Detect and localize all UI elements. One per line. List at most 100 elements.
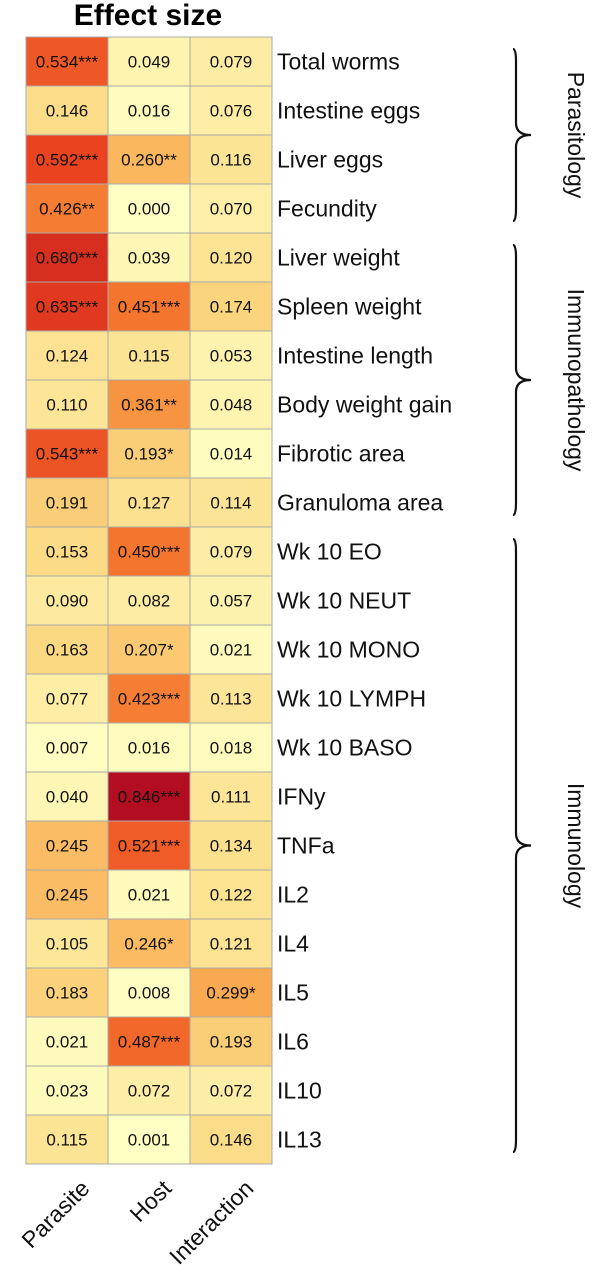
group-brackets: Parasitology Immunopathology Immunology: [512, 47, 589, 1154]
cell-value-il2-host: 0.021: [128, 886, 171, 905]
heatmap-cell-wk-10-baso-parasite: [25, 722, 109, 773]
row-label-total-worms: Total worms: [277, 49, 400, 75]
cell-value-tnfa-parasite: 0.245: [46, 837, 89, 856]
row-labels: Total worms Intestine eggs Liver eggs Fecun…: [277, 49, 452, 1153]
cell-value-liver-weight-parasite: 0.680***: [36, 249, 99, 268]
heatmap-cell-wk-10-mono-interaction: [189, 624, 273, 675]
cell-value-wk-10-lymph-host: 0.423***: [118, 690, 181, 709]
row-label-wk-10-lymph: Wk 10 LYMPH: [277, 686, 426, 712]
cell-value-liver-weight-host: 0.039: [128, 249, 171, 268]
heatmap-cell-wk-10-baso-interaction: [189, 722, 273, 773]
heatmap-cell-total-worms-interaction: [189, 36, 273, 87]
row-label-wk-10-baso: Wk 10 BASO: [277, 735, 412, 761]
cell-value-il4-host: 0.246*: [124, 935, 174, 954]
cell-value-wk-10-lymph-interaction: 0.113: [210, 690, 251, 709]
cell-value-spleen-weight-interaction: 0.174: [210, 298, 253, 317]
heatmap-cell-liver-eggs-host: [107, 134, 191, 185]
heatmap-cell-il10-parasite: [25, 1065, 109, 1116]
cell-value-spleen-weight-parasite: 0.635***: [36, 298, 99, 317]
cell-value-total-worms-interaction: 0.079: [210, 53, 253, 72]
row-label-tnfa: TNFa: [277, 833, 335, 859]
cell-value-wk-10-neut-parasite: 0.090: [46, 592, 89, 611]
cell-value-wk-10-eo-host: 0.450***: [118, 543, 181, 562]
cell-value-liver-eggs-host: 0.260**: [121, 151, 177, 170]
row-label-ifny: IFNy: [277, 784, 326, 810]
heatmap-cell-tnfa-interaction: [189, 820, 273, 871]
heatmap-cell-intestine-length-interaction: [189, 330, 273, 381]
chart-title: Effect size: [74, 0, 222, 32]
heatmap-cell-wk-10-eo-parasite: [25, 526, 109, 577]
row-label-il6: IL6: [277, 1029, 309, 1055]
cell-value-liver-eggs-interaction: 0.116: [210, 151, 251, 170]
heatmap-cell-body-weight-gain-host: [107, 379, 191, 430]
heatmap-cell-wk-10-mono-parasite: [25, 624, 109, 675]
row-label-intestine-length: Intestine length: [277, 343, 433, 369]
cell-value-fecundity-interaction: 0.070: [210, 200, 253, 219]
cell-value-wk-10-baso-interaction: 0.018: [210, 739, 253, 758]
cell-value-wk-10-mono-host: 0.207*: [124, 641, 174, 660]
heatmap-cell-il13-host: [107, 1114, 191, 1165]
heatmap-cell-il13-parasite: [25, 1114, 109, 1165]
cell-value-il6-parasite: 0.021: [46, 1033, 89, 1052]
row-label-wk-10-eo: Wk 10 EO: [277, 539, 382, 565]
heatmap-cell-ifny-interaction: [189, 771, 273, 822]
heatmap-cell-liver-weight-host: [107, 232, 191, 283]
row-label-il10: IL10: [277, 1078, 322, 1104]
heatmap-cell-il4-host: [107, 918, 191, 969]
column-label-host: Host: [125, 1175, 177, 1227]
column-label-parasite: Parasite: [16, 1175, 94, 1253]
row-label-wk-10-neut: Wk 10 NEUT: [277, 588, 411, 614]
cell-value-il5-interaction: 0.299*: [206, 984, 256, 1003]
heatmap-cell-body-weight-gain-interaction: [189, 379, 273, 430]
group-bracket-immunology: [512, 537, 532, 1154]
cell-value-granuloma-area-parasite: 0.191: [46, 494, 89, 513]
heatmap-cells: 0.534*** 0.049 0.079 0.146 0.016 0.076 0.592**…: [25, 36, 273, 1165]
heatmap-cell-fibrotic-area-interaction: [189, 428, 273, 479]
cell-value-wk-10-lymph-parasite: 0.077: [46, 690, 89, 709]
heatmap-cell-intestine-length-parasite: [25, 330, 109, 381]
cell-value-wk-10-mono-interaction: 0.021: [210, 641, 253, 660]
heatmap-cell-granuloma-area-parasite: [25, 477, 109, 528]
cell-value-wk-10-neut-host: 0.082: [128, 592, 171, 611]
heatmap-cell-fibrotic-area-parasite: [25, 428, 109, 479]
row-label-granuloma-area: Granuloma area: [277, 490, 443, 516]
cell-value-intestine-eggs-interaction: 0.076: [210, 102, 253, 121]
heatmap-cell-il5-host: [107, 967, 191, 1018]
cell-value-il4-interaction: 0.121: [210, 935, 253, 954]
cell-value-fibrotic-area-host: 0.193*: [124, 445, 174, 464]
cell-value-wk-10-eo-parasite: 0.153: [46, 543, 89, 562]
group-bracket-parasitology: [512, 47, 532, 223]
cell-value-tnfa-interaction: 0.134: [210, 837, 253, 856]
heatmap-cell-tnfa-parasite: [25, 820, 109, 871]
cell-value-fibrotic-area-interaction: 0.014: [210, 445, 253, 464]
cell-value-il13-parasite: 0.115: [46, 1131, 87, 1150]
cell-value-total-worms-parasite: 0.534***: [36, 53, 99, 72]
cell-value-wk-10-baso-parasite: 0.007: [46, 739, 89, 758]
row-label-il13: IL13: [277, 1127, 322, 1153]
cell-value-il5-parasite: 0.183: [46, 984, 89, 1003]
row-label-liver-weight: Liver weight: [277, 245, 400, 271]
heatmap-cell-il10-interaction: [189, 1065, 273, 1116]
row-label-intestine-eggs: Intestine eggs: [277, 98, 420, 124]
group-label-parasitology: Parasitology: [563, 72, 589, 199]
heatmap-cell-il2-interaction: [189, 869, 273, 920]
cell-value-il10-parasite: 0.023: [46, 1082, 89, 1101]
row-label-body-weight-gain: Body weight gain: [277, 392, 452, 418]
cell-value-il10-interaction: 0.072: [210, 1082, 253, 1101]
cell-value-intestine-length-parasite: 0.124: [46, 347, 89, 366]
heatmap-cell-spleen-weight-host: [107, 281, 191, 332]
cell-value-spleen-weight-host: 0.451***: [118, 298, 181, 317]
heatmap-cell-body-weight-gain-parasite: [25, 379, 109, 430]
heatmap-cell-intestine-eggs-interaction: [189, 85, 273, 136]
cell-value-il13-host: 0.001: [128, 1131, 171, 1150]
heatmap-cell-il2-host: [107, 869, 191, 920]
heatmap-cell-wk-10-lymph-interaction: [189, 673, 273, 724]
cell-value-body-weight-gain-parasite: 0.110: [46, 396, 87, 415]
group-bracket-immunopathology: [512, 243, 532, 517]
cell-value-granuloma-area-interaction: 0.114: [210, 494, 251, 513]
heatmap-cell-il4-parasite: [25, 918, 109, 969]
cell-value-fecundity-host: 0.000: [128, 200, 171, 219]
heatmap-cell-il6-parasite: [25, 1016, 109, 1067]
cell-value-body-weight-gain-interaction: 0.048: [210, 396, 253, 415]
heatmap-cell-tnfa-host: [107, 820, 191, 871]
